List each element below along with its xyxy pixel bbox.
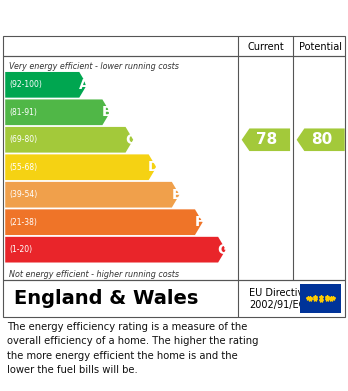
Text: Very energy efficient - lower running costs: Very energy efficient - lower running co…: [9, 62, 179, 71]
Text: Current: Current: [247, 42, 284, 52]
Text: F: F: [195, 215, 205, 229]
Polygon shape: [296, 129, 345, 151]
Text: D: D: [148, 160, 159, 174]
Text: A: A: [79, 78, 89, 92]
Polygon shape: [5, 99, 110, 125]
Polygon shape: [5, 237, 226, 262]
Polygon shape: [5, 182, 180, 208]
Text: EU Directive: EU Directive: [249, 288, 309, 298]
Text: (69-80): (69-80): [9, 135, 38, 144]
Polygon shape: [5, 72, 87, 98]
Text: (1-20): (1-20): [9, 245, 32, 254]
Bar: [300, 283, 341, 313]
Polygon shape: [242, 129, 290, 151]
Text: (21-38): (21-38): [9, 218, 37, 227]
Text: 2002/91/EC: 2002/91/EC: [249, 300, 305, 310]
Text: (39-54): (39-54): [9, 190, 38, 199]
Text: (81-91): (81-91): [9, 108, 37, 117]
Text: Not energy efficient - higher running costs: Not energy efficient - higher running co…: [9, 270, 179, 279]
Text: The energy efficiency rating is a measure of the
overall efficiency of a home. T: The energy efficiency rating is a measur…: [7, 322, 259, 375]
Text: England & Wales: England & Wales: [14, 289, 198, 308]
Text: G: G: [217, 243, 229, 256]
Text: (55-68): (55-68): [9, 163, 38, 172]
Polygon shape: [5, 209, 203, 235]
Polygon shape: [5, 154, 156, 180]
Text: 80: 80: [311, 132, 332, 147]
Text: Potential: Potential: [299, 42, 342, 52]
Text: (92-100): (92-100): [9, 80, 42, 89]
Text: C: C: [125, 133, 136, 147]
Text: Energy Efficiency Rating: Energy Efficiency Rating: [14, 9, 243, 27]
Polygon shape: [5, 127, 133, 152]
Text: 78: 78: [256, 132, 278, 147]
Text: E: E: [172, 188, 181, 202]
Text: B: B: [102, 105, 113, 119]
